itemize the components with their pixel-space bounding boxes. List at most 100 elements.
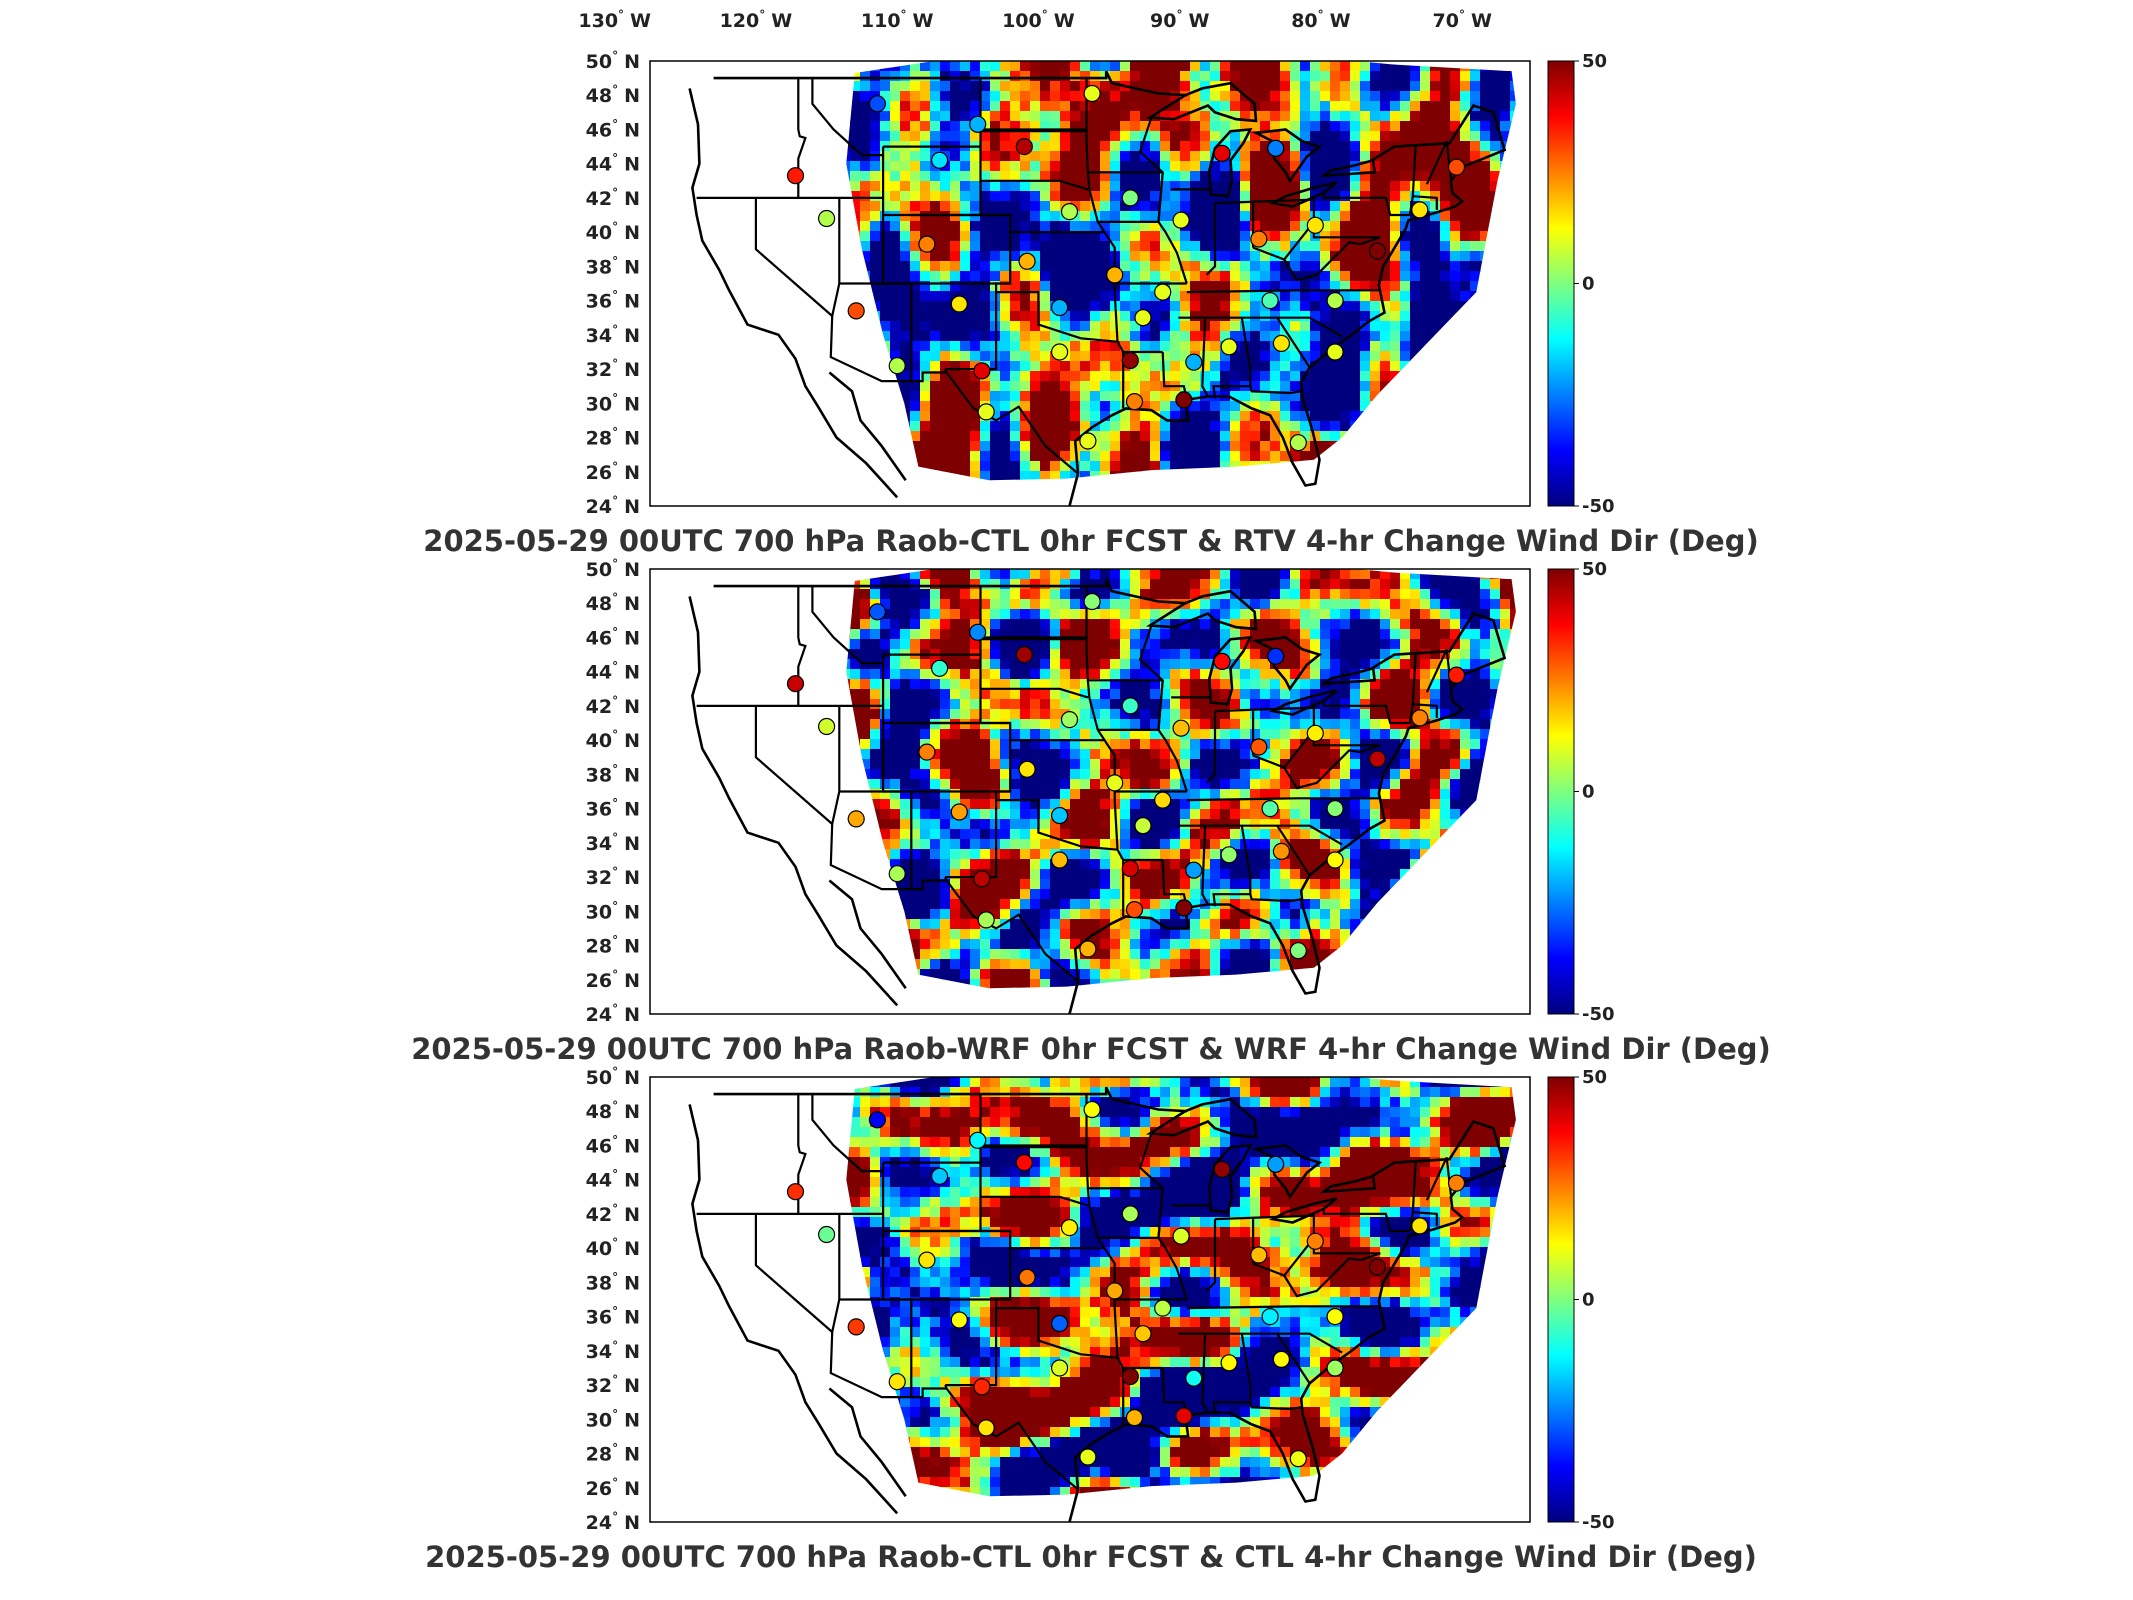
longitude-tick-label: 120° W (720, 8, 793, 32)
latitude-tick-label: 40° N (586, 728, 640, 752)
raob-station-marker (1411, 201, 1429, 219)
map-frame (649, 1076, 1531, 1523)
raob-station-marker (888, 865, 906, 883)
latitude-tick-label: 34° N (586, 323, 640, 347)
latitude-tick-label: 42° N (586, 186, 640, 210)
raob-station-marker (1051, 851, 1069, 869)
raob-station-marker (969, 115, 987, 133)
raob-station-marker (1106, 266, 1124, 284)
state-boundary (1205, 203, 1217, 276)
raob-station-marker (1326, 343, 1344, 361)
state-boundary (1085, 78, 1163, 174)
map-panel-raob-ctl-ctl: 50° N 48° N 46° N 44° N 42° N 40° N 38° N 36° N 34° N 32° N… (586, 1065, 1615, 1534)
raob-stations (786, 84, 1466, 452)
state-boundary (797, 586, 807, 706)
raob-station-marker (918, 235, 936, 253)
state-boundary (1178, 824, 1343, 846)
raob-station-marker (1250, 230, 1268, 248)
colorbar-tick-label: 50 (1582, 51, 1607, 72)
latitude-tick-label: 48° N (586, 591, 640, 615)
raob-station-marker (1326, 851, 1344, 869)
coastline (1068, 981, 1080, 1014)
latitude-tick-label: 38° N (586, 254, 640, 278)
latitude-tick-label: 34° N (586, 831, 640, 855)
raob-station-marker (931, 151, 949, 169)
raob-station-marker (1051, 806, 1069, 825)
raob-station-marker (1326, 800, 1344, 818)
state-boundary (1283, 1252, 1381, 1298)
state-boundary (1178, 316, 1343, 338)
raob-station-marker (1213, 144, 1231, 163)
raob-station-marker (1289, 942, 1307, 960)
raob-station-marker (868, 603, 886, 621)
latitude-tick-label: 30° N (586, 899, 640, 923)
latitude-tick-label: 36° N (586, 1305, 640, 1329)
state-boundary (1201, 1333, 1209, 1414)
raob-station-marker (1272, 1350, 1291, 1368)
great-lake-shoreline (1145, 1097, 1258, 1139)
raob-station-marker (931, 1167, 949, 1185)
coastline (688, 88, 899, 499)
raob-station-marker (1250, 738, 1268, 756)
latitude-tick-label: 24° N (586, 494, 640, 518)
colorbar-tick-label: 0 (1582, 274, 1595, 295)
state-boundary (797, 1094, 807, 1214)
raob-station-marker (868, 1111, 886, 1129)
raob-station-marker (1018, 1268, 1036, 1286)
latitude-tick-label: 42° N (586, 1202, 640, 1226)
raob-station-marker (1172, 211, 1190, 229)
state-boundary (1249, 385, 1302, 395)
raob-station-marker (977, 911, 995, 929)
raob-station-marker (1250, 1246, 1268, 1264)
coastline (1068, 1489, 1080, 1522)
raob-station-marker (1083, 592, 1101, 611)
raob-station-marker (1267, 139, 1285, 157)
raob-station-marker (1289, 1450, 1307, 1468)
great-lake-shoreline (1268, 689, 1338, 716)
raob-station-marker (1125, 393, 1144, 411)
raob-station-marker (1326, 292, 1344, 310)
raob-station-marker (1018, 760, 1036, 778)
state-boundary (1283, 744, 1381, 790)
raob-station-marker (1079, 940, 1097, 958)
raob-station-marker (786, 1183, 805, 1201)
raob-station-marker (1125, 1409, 1144, 1427)
latitude-tick-label: 48° N (586, 83, 640, 107)
state-boundary (1252, 1237, 1315, 1277)
raob-station-marker (1125, 901, 1144, 919)
state-boundary (996, 1307, 1118, 1359)
raob-station-marker (1306, 1232, 1324, 1250)
panel-title-3: 2025-05-29 00UTC 700 hPa Raob-CTL 0hr FC… (425, 1540, 1757, 1574)
state-boundary (1252, 221, 1315, 261)
latitude-tick-label: 30° N (586, 391, 640, 415)
state-boundary (1425, 1156, 1448, 1201)
coastline (828, 879, 907, 990)
state-boundary (1276, 317, 1311, 369)
raob-station-marker (1121, 697, 1139, 715)
colorbar-tick-label: 0 (1582, 1290, 1595, 1311)
state-boundary (1085, 1094, 1163, 1190)
raob-stations (786, 1100, 1466, 1468)
great-lake-shoreline (1208, 636, 1253, 706)
raob-station-marker (818, 717, 836, 736)
latitude-tick-label: 26° N (586, 460, 640, 484)
state-boundary (1425, 140, 1448, 185)
latitude-tick-label: 50° N (586, 557, 640, 581)
raob-station-marker (786, 675, 805, 693)
raob-station-marker (818, 1225, 836, 1244)
raob-station-marker (1051, 1359, 1069, 1377)
raob-station-marker (1134, 817, 1152, 835)
state-boundary (1249, 893, 1302, 903)
raob-station-marker (1447, 158, 1466, 176)
state-boundary (1085, 586, 1163, 682)
raob-station-marker (1326, 1359, 1344, 1377)
panel-title-1: 2025-05-29 00UTC 700 hPa Raob-CTL 0hr FC… (423, 524, 1758, 558)
raob-station-marker (918, 743, 936, 761)
longitude-tick-label: 90° W (1150, 8, 1209, 32)
state-boundary (811, 1094, 884, 1173)
state-boundary (811, 78, 884, 157)
great-lake-shoreline (1208, 128, 1253, 198)
map-panel-raob-wrf-wrf: 50° N 48° N 46° N 44° N 42° N 40° N 38° N 36° N 34° N 32° N… (586, 557, 1615, 1026)
raob-station-marker (1015, 137, 1033, 156)
raob-station-marker (1261, 1308, 1279, 1326)
